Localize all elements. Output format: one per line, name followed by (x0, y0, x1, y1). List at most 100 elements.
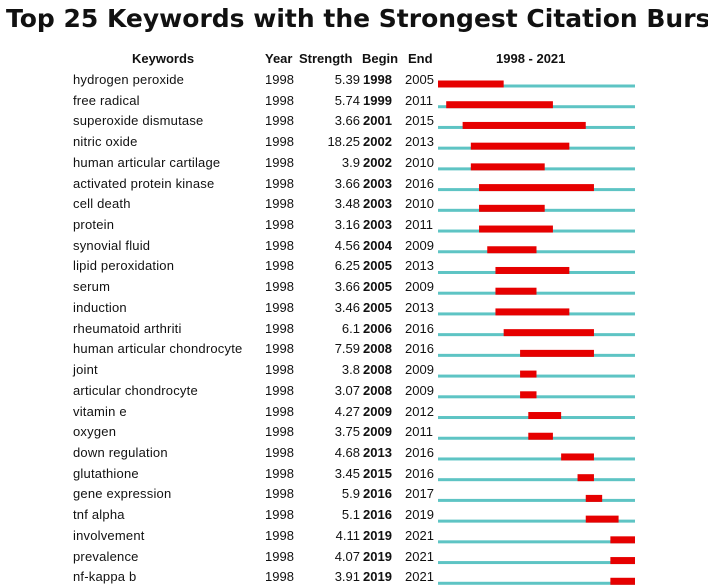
year-value: 1998 (265, 299, 294, 315)
begin-value: 2019 (363, 569, 392, 585)
begin-value: 2005 (363, 299, 392, 315)
table-row: gene expression 1998 5.9 2016 2017 (0, 484, 708, 504)
table-row: glutathione 1998 3.45 2015 2016 (0, 464, 708, 484)
end-value: 2010 (405, 154, 434, 170)
year-value: 1998 (265, 382, 294, 398)
year-value: 1998 (265, 113, 294, 129)
year-value: 1998 (265, 320, 294, 336)
table-row: hydrogen peroxide 1998 5.39 1998 2005 (0, 70, 708, 90)
begin-value: 2003 (363, 196, 392, 212)
begin-value: 1999 (363, 92, 392, 108)
strength-value: 3.9 (341, 154, 360, 170)
table-row: tnf alpha 1998 5.1 2016 2019 (0, 505, 708, 525)
strength-value: 4.07 (334, 548, 360, 564)
end-value: 2005 (405, 72, 434, 87)
table-row: down regulation 1998 4.68 2013 2016 (0, 443, 708, 463)
table-row: superoxide dismutase 1998 3.66 2001 2015 (0, 111, 708, 131)
keyword-label: serum (73, 279, 111, 295)
end-value: 2009 (405, 382, 434, 398)
end-value: 2016 (405, 444, 434, 460)
table-row: induction 1998 3.46 2005 2013 (0, 298, 708, 318)
keyword-label: human articular chondrocyte (73, 341, 243, 357)
strength-value: 4.27 (334, 403, 360, 419)
keyword-label: induction (73, 299, 127, 315)
keyword-label: gene expression (73, 486, 172, 502)
table-row: activated protein kinase 1998 3.66 2003 2016 (0, 174, 708, 194)
table-row: rheumatoid arthriti 1998 6.1 2006 2016 (0, 319, 708, 339)
begin-value: 2005 (363, 258, 392, 274)
end-value: 2016 (405, 341, 434, 357)
year-value: 1998 (265, 362, 294, 378)
strength-value: 4.11 (335, 527, 360, 543)
chart-title: Top 25 Keywords with the Strongest Citat… (6, 4, 708, 33)
year-value: 1998 (265, 444, 294, 460)
strength-value: 18.25 (327, 134, 360, 150)
keyword-label: nitric oxide (73, 134, 138, 150)
year-value: 1998 (265, 424, 294, 440)
keyword-label: lipid peroxidation (73, 258, 175, 274)
begin-value: 2009 (363, 424, 392, 440)
begin-value: 2013 (363, 444, 392, 460)
keyword-label: synovial fluid (73, 237, 151, 253)
begin-value: 2005 (363, 279, 392, 295)
keyword-label: tnf alpha (73, 507, 125, 523)
header-end: End (408, 51, 433, 66)
begin-value: 2008 (363, 382, 392, 398)
keyword-label: articular chondrocyte (73, 382, 198, 398)
table-row: vitamin e 1998 4.27 2009 2012 (0, 402, 708, 422)
keyword-label: cell death (73, 196, 131, 212)
end-value: 2017 (405, 486, 434, 502)
keyword-label: rheumatoid arthriti (73, 320, 182, 336)
strength-value: 3.66 (334, 113, 360, 129)
table-row: human articular cartilage 1998 3.9 2002 2010 (0, 153, 708, 173)
year-value: 1998 (265, 341, 294, 357)
keyword-label: superoxide dismutase (73, 113, 204, 129)
table-row: protein 1998 3.16 2003 2011 (0, 215, 708, 235)
end-value: 2011 (405, 217, 433, 233)
end-value: 2012 (405, 403, 434, 419)
strength-value: 4.56 (334, 237, 360, 253)
strength-value: 6.1 (341, 320, 360, 336)
header-year: Year (265, 51, 293, 66)
begin-value: 2002 (363, 154, 392, 170)
begin-value: 2016 (363, 507, 392, 523)
begin-value: 2009 (363, 403, 392, 419)
end-value: 2021 (405, 569, 434, 585)
strength-value: 3.8 (341, 362, 360, 378)
strength-value: 5.39 (334, 72, 360, 87)
table-row: synovial fluid 1998 4.56 2004 2009 (0, 236, 708, 256)
keyword-label: hydrogen peroxide (73, 72, 185, 87)
year-value: 1998 (265, 154, 294, 170)
table-row: involvement 1998 4.11 2019 2021 (0, 526, 708, 546)
strength-value: 6.25 (334, 258, 360, 274)
begin-value: 2003 (363, 217, 392, 233)
table-row: oxygen 1998 3.75 2009 2011 (0, 422, 708, 442)
begin-value: 2019 (363, 548, 392, 564)
header-strength: Strength (299, 51, 353, 66)
year-value: 1998 (265, 134, 294, 150)
table-row: lipid peroxidation 1998 6.25 2005 2013 (0, 256, 708, 276)
strength-value: 5.9 (341, 486, 360, 502)
end-value: 2011 (405, 424, 433, 440)
table-row: human articular chondrocyte 1998 7.59 2008 2… (0, 339, 708, 359)
end-value: 2016 (405, 175, 434, 191)
year-value: 1998 (265, 507, 294, 523)
keyword-label: glutathione (73, 465, 139, 481)
strength-value: 5.74 (334, 92, 360, 108)
header-begin: Begin (362, 51, 399, 66)
keyword-label: oxygen (73, 424, 117, 440)
keyword-label: down regulation (73, 444, 168, 460)
begin-value: 2004 (363, 237, 392, 253)
table-row: articular chondrocyte 1998 3.07 2008 2009 (0, 381, 708, 401)
keyword-label: prevalence (73, 548, 139, 564)
begin-value: 2008 (363, 341, 392, 357)
header-year-range: 1998 - 2021 (496, 51, 566, 66)
begin-value: 2008 (363, 362, 392, 378)
end-value: 2021 (405, 527, 434, 543)
keyword-label: vitamin e (73, 403, 127, 419)
end-value: 2011 (405, 92, 433, 108)
strength-value: 3.66 (334, 279, 360, 295)
strength-value: 3.16 (334, 217, 360, 233)
header-keywords: Keywords (132, 51, 195, 66)
end-value: 2013 (405, 134, 434, 150)
